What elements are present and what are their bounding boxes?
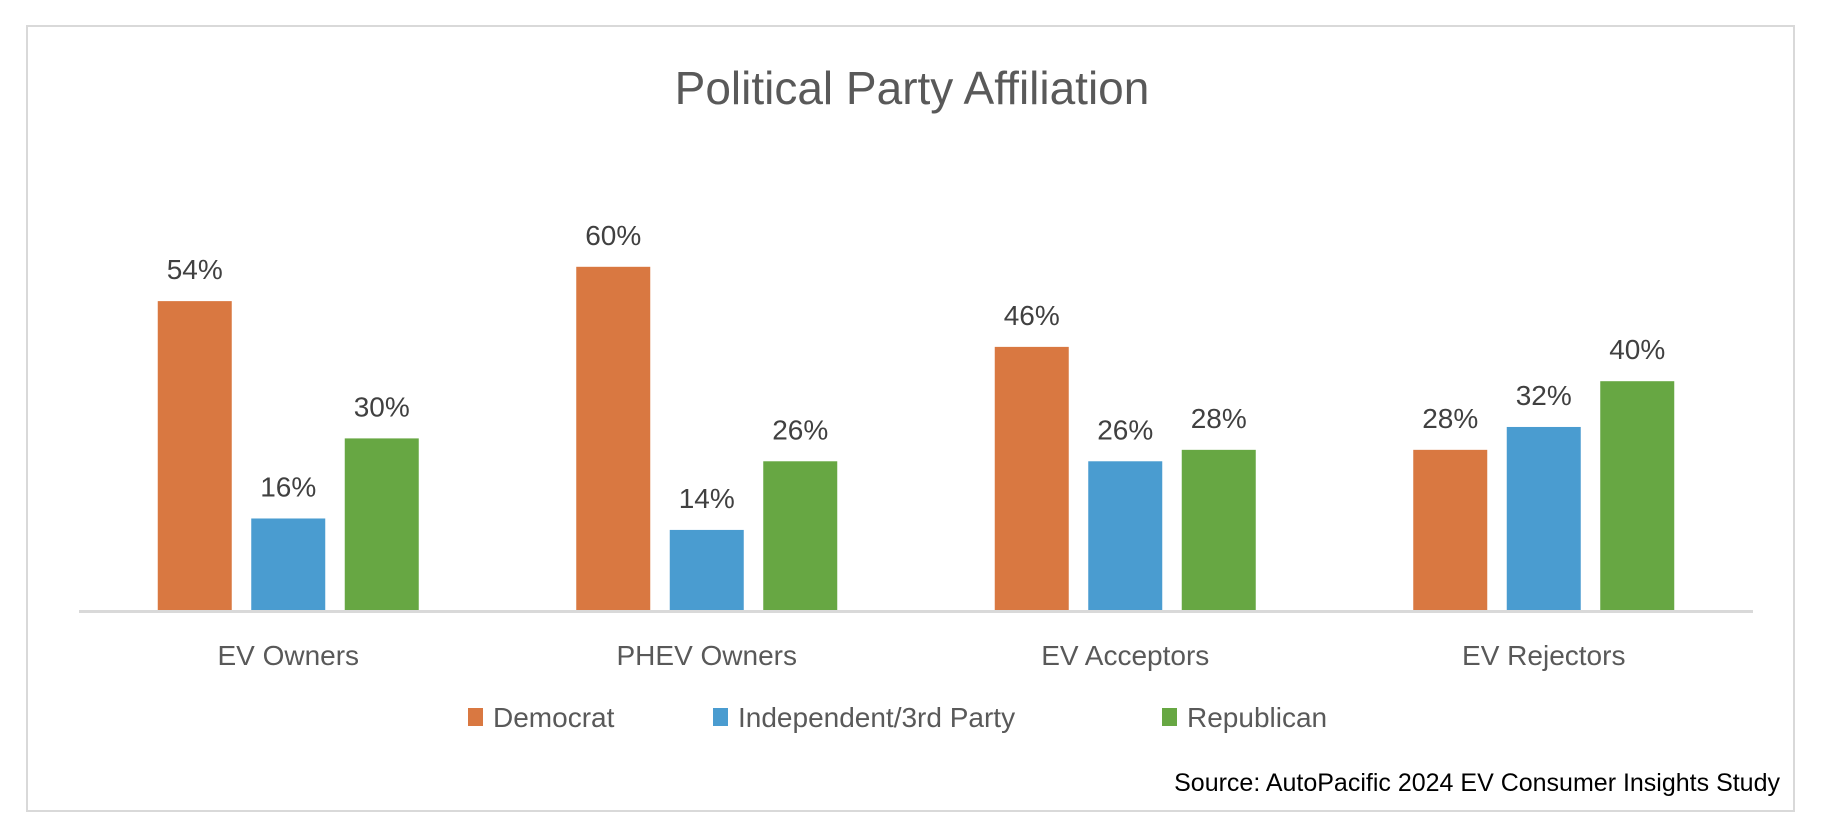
bar-republican [763, 461, 838, 610]
bar-independent-3rd-party [669, 529, 744, 610]
data-label: 16% [260, 471, 316, 502]
category-label: EV Rejectors [1462, 640, 1625, 671]
bar-democrat [157, 301, 232, 610]
data-label: 32% [1516, 380, 1572, 411]
bar-democrat [576, 266, 651, 610]
data-label: 60% [585, 220, 641, 251]
bar-republican [1181, 449, 1256, 610]
data-label: 26% [1097, 414, 1153, 445]
bar-democrat [994, 346, 1069, 610]
legend-label: Democrat [493, 702, 615, 733]
bar-independent-3rd-party [251, 518, 326, 610]
legend-swatch [1162, 708, 1177, 726]
data-label: 54% [167, 254, 223, 285]
legend-swatch [713, 708, 728, 726]
data-label: 40% [1609, 334, 1665, 365]
data-label: 28% [1191, 403, 1247, 434]
bar-independent-3rd-party [1088, 461, 1163, 610]
category-label: PHEV Owners [617, 640, 798, 671]
bar-republican [344, 438, 419, 610]
data-label: 28% [1422, 403, 1478, 434]
bar-republican [1600, 381, 1675, 610]
legend-label: Independent/3rd Party [738, 702, 1015, 733]
legend-swatch [468, 708, 483, 726]
bar-independent-3rd-party [1506, 426, 1581, 610]
bar-democrat [1413, 449, 1488, 610]
chart-title: Political Party Affiliation [675, 62, 1150, 114]
legend-label: Republican [1187, 702, 1327, 733]
chart-frame [26, 25, 1795, 812]
category-label: EV Owners [217, 640, 359, 671]
data-label: 26% [772, 414, 828, 445]
category-label: EV Acceptors [1041, 640, 1209, 671]
source-note: Source: AutoPacific 2024 EV Consumer Ins… [1174, 769, 1780, 797]
data-label: 30% [354, 391, 410, 422]
data-label: 46% [1004, 300, 1060, 331]
data-label: 14% [679, 483, 735, 514]
